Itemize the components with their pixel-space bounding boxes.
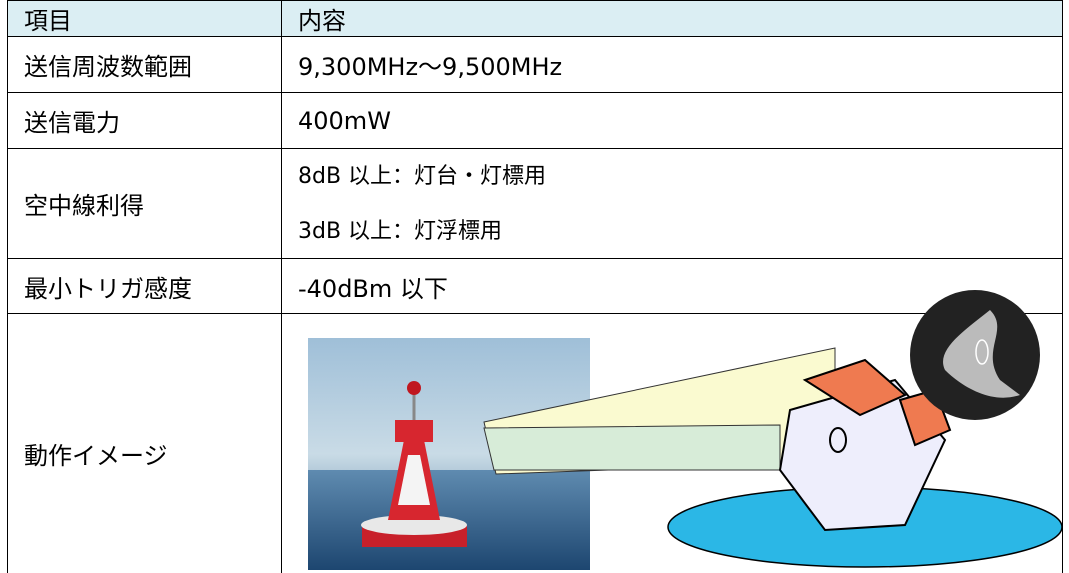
- header-cell: 項目: [7, 0, 282, 37]
- value-line: 8dB 以上：灯台・灯標用: [298, 164, 547, 189]
- value-cell: [281, 313, 1063, 573]
- value-line: 3dB 以上：灯浮標用: [298, 219, 503, 244]
